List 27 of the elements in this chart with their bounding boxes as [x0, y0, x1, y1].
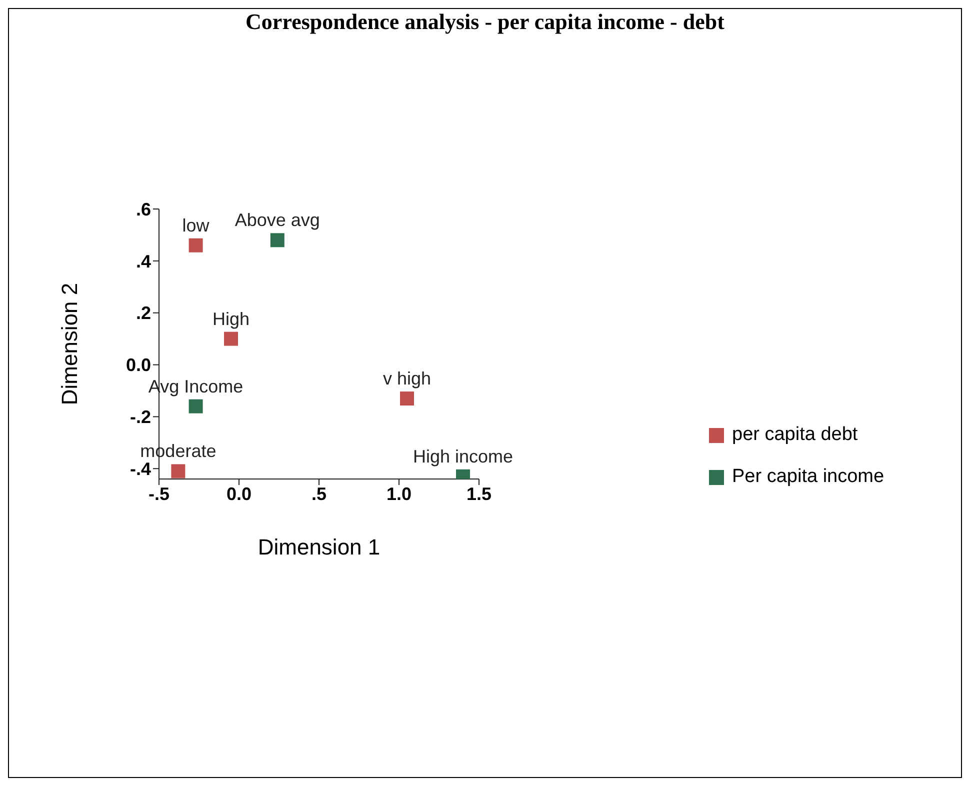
- point: [188, 399, 203, 414]
- y-tick-label: .6: [136, 199, 151, 220]
- point: [188, 238, 203, 252]
- point: [270, 233, 284, 248]
- y-tick-label: -.2: [130, 407, 151, 428]
- point: [171, 464, 186, 478]
- legend-label: Per capita income: [732, 466, 884, 488]
- annotation: Above avg: [234, 210, 320, 230]
- annotation: High income: [412, 446, 514, 466]
- x-axis-title: Dimension 1: [258, 534, 380, 560]
- y-tick-label: 0.0: [126, 355, 151, 376]
- annotation: v high: [382, 368, 432, 389]
- y-tick-label: -.4: [130, 459, 151, 480]
- y-tick-label: .2: [136, 303, 151, 324]
- x-tick-label: 1.5: [466, 484, 492, 504]
- y-tick-label: .4: [136, 251, 151, 272]
- annotation: High: [212, 308, 250, 329]
- x-tick-label: -.5: [148, 484, 170, 504]
- x-tick-label: 0.0: [226, 484, 252, 504]
- point: [400, 392, 414, 406]
- legend-label: per capita debt: [732, 424, 858, 446]
- x-tick-label: 1.0: [386, 484, 412, 504]
- x-tick-label: .5: [311, 484, 327, 504]
- chart-title: Correspondence analysis - per capita income - debt: [244, 9, 726, 35]
- y-axis-title: Dimension 2: [56, 282, 82, 406]
- point: [224, 332, 238, 346]
- annotation: low: [182, 215, 210, 236]
